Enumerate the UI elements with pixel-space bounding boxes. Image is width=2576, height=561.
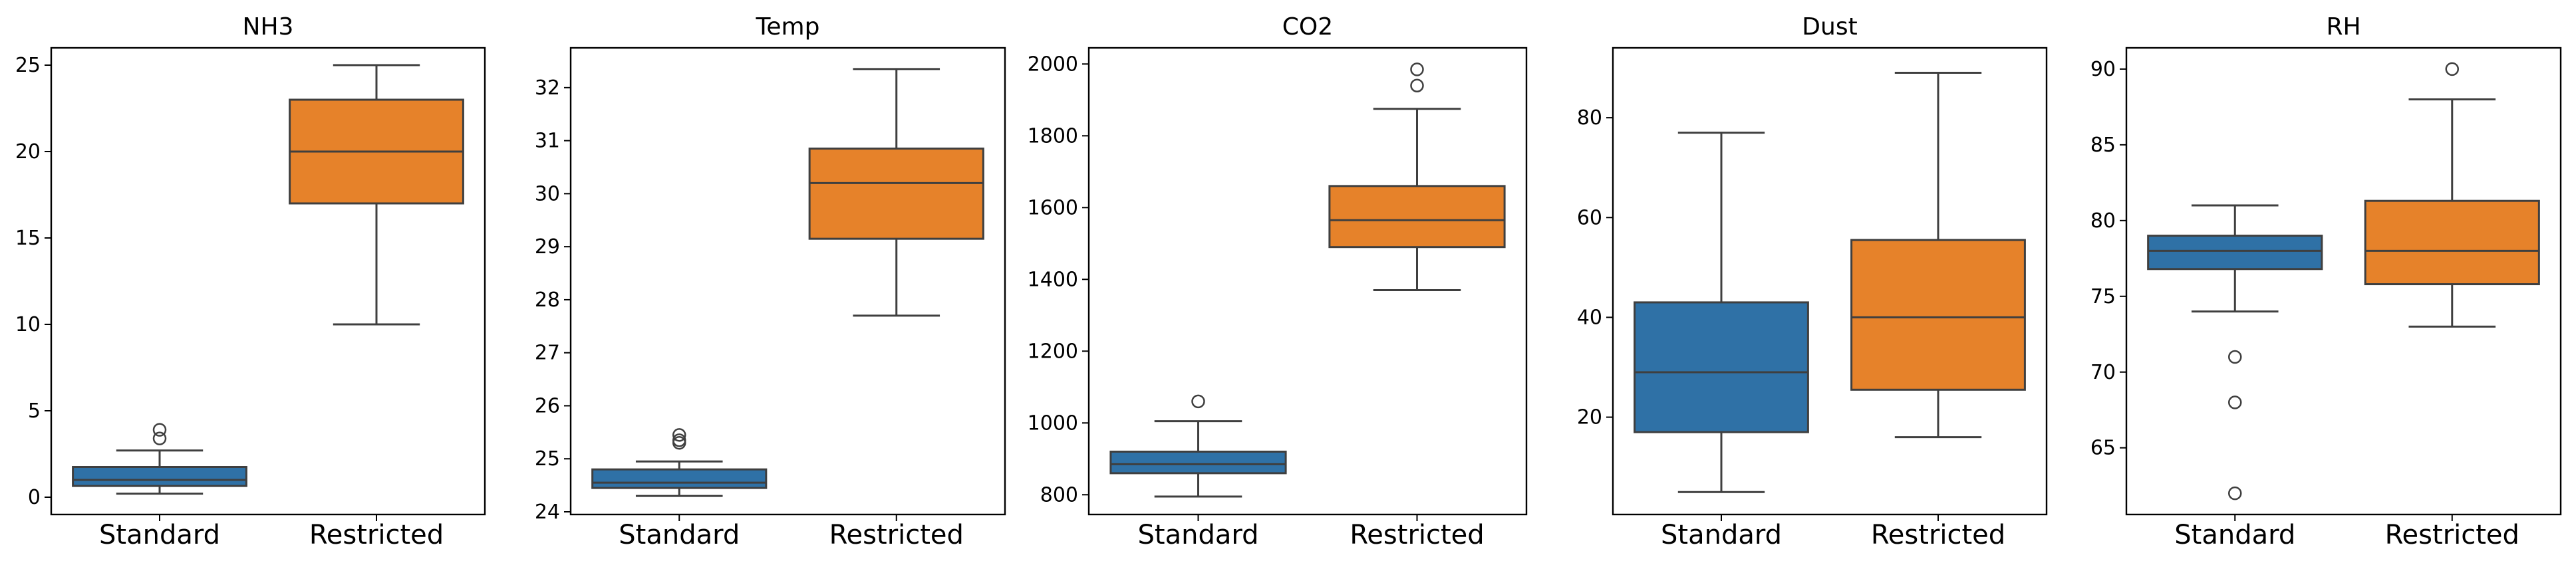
box-iqr <box>1634 301 1809 433</box>
panel-nh3: NH3 0 5 10 15 20 25 Standard Restricted <box>15 13 486 550</box>
y-tick-label: 1400 <box>1028 268 1078 291</box>
box-restricted <box>1328 62 1506 291</box>
panel-title: Dust <box>1802 13 1857 41</box>
box-iqr <box>2147 235 2323 271</box>
box-standard <box>1109 394 1287 498</box>
y-tick-label: 25 <box>535 447 560 471</box>
box-iqr <box>2364 199 2540 286</box>
box-iqr <box>1109 451 1287 475</box>
y-tick-label: 10 <box>15 313 41 336</box>
x-tick-label: Restricted <box>1350 520 1484 550</box>
plot-frame <box>569 47 1006 516</box>
y-tick-label: 1800 <box>1028 124 1078 148</box>
x-tick-label: Restricted <box>309 520 444 550</box>
y-tick-label: 24 <box>535 501 560 524</box>
outlier-point <box>2228 395 2242 409</box>
panel-dust: Dust 20 40 60 80 Standard Restricted <box>1577 13 2048 550</box>
outlier-point <box>2228 486 2242 501</box>
outlier-point <box>152 423 167 437</box>
panel-temp: Temp 24 25 26 27 28 29 30 31 32 Standard Restricted <box>535 13 1006 550</box>
x-tick-label: Standard <box>1661 520 1782 550</box>
box-restricted <box>1850 72 2026 439</box>
y-tick-label: 30 <box>535 182 560 205</box>
y-tick-label: 2000 <box>1028 53 1078 76</box>
x-tick-label: Standard <box>99 520 220 550</box>
box-restricted <box>808 68 984 317</box>
y-tick-label: 25 <box>15 54 41 77</box>
outlier-point <box>2228 350 2242 364</box>
outlier-point <box>152 431 167 445</box>
y-tick-label: 5 <box>28 399 41 423</box>
x-tick-label: Standard <box>2174 520 2295 550</box>
outlier-point <box>672 433 686 447</box>
box-iqr <box>808 148 984 240</box>
box-iqr <box>72 466 247 487</box>
box-restricted <box>2364 62 2540 328</box>
x-tick-label: Standard <box>619 520 740 550</box>
y-tick-label: 90 <box>2090 58 2116 81</box>
y-tick-label: 28 <box>535 288 560 312</box>
outlier-point <box>672 428 686 442</box>
y-tick-label: 20 <box>1577 406 1602 429</box>
y-tick-label: 26 <box>535 394 560 417</box>
box-standard <box>591 428 768 497</box>
panel-title: CO2 <box>1282 13 1333 41</box>
box-iqr <box>591 468 768 489</box>
box-iqr <box>1328 185 1506 249</box>
y-tick-label: 20 <box>15 140 41 164</box>
outlier-point <box>1191 394 1205 409</box>
y-tick-label: 60 <box>1577 206 1602 229</box>
y-tick-label: 80 <box>1577 106 1602 130</box>
x-tick-label: Restricted <box>2385 520 2519 550</box>
plot-frame <box>1087 47 1528 516</box>
y-tick-label: 0 <box>28 486 41 509</box>
box-restricted <box>289 64 464 326</box>
y-tick-label: 85 <box>2090 134 2116 157</box>
x-tick-label: Restricted <box>1871 520 2005 550</box>
y-tick-label: 80 <box>2090 209 2116 233</box>
x-tick-label: Standard <box>1138 520 1259 550</box>
plot-frame <box>1612 47 2048 516</box>
y-tick-label: 70 <box>2090 361 2116 384</box>
plot-frame <box>50 47 486 516</box>
panel-title: RH <box>2326 13 2361 41</box>
y-tick-label: 29 <box>535 235 560 259</box>
panel-rh: RH 65 70 75 80 85 90 Standard Restricted <box>2090 13 2562 550</box>
y-tick-label: 27 <box>535 342 560 365</box>
y-tick-label: 40 <box>1577 306 1602 329</box>
x-tick-label: Restricted <box>829 520 964 550</box>
box-standard <box>72 423 247 495</box>
plot-frame <box>2125 47 2562 516</box>
box-standard <box>2147 204 2323 501</box>
box-standard <box>1634 132 1809 493</box>
y-tick-label: 75 <box>2090 285 2116 308</box>
y-tick-label: 1200 <box>1028 340 1078 363</box>
y-tick-label: 1000 <box>1028 411 1078 435</box>
outlier-point <box>1410 62 1424 76</box>
y-tick-label: 31 <box>535 130 560 153</box>
y-tick-label: 1600 <box>1028 196 1078 219</box>
y-tick-label: 65 <box>2090 437 2116 460</box>
y-tick-label: 800 <box>1040 483 1078 506</box>
box-iqr <box>1850 239 2026 391</box>
outlier-point <box>1410 78 1424 92</box>
y-tick-label: 15 <box>15 227 41 250</box>
panel-title: NH3 <box>243 13 294 41</box>
panel-co2: CO2 800 1000 1200 1400 1600 1800 2000 Standard Re… <box>1028 13 1528 550</box>
outlier-point <box>2445 62 2459 76</box>
panel-title: Temp <box>756 13 820 41</box>
y-tick-label: 32 <box>535 76 560 100</box>
